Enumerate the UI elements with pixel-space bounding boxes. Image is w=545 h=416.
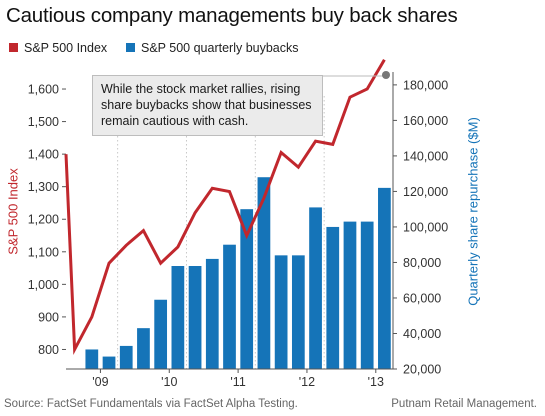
y-left-tick-label: 1,300 — [28, 180, 59, 194]
bar — [102, 356, 116, 369]
sp500-line — [64, 58, 386, 356]
y-right-tick-label: 100,000 — [403, 220, 448, 234]
bar — [137, 328, 150, 369]
x-tick-label: '10 — [161, 375, 177, 389]
y-right-tick-label: 160,000 — [403, 114, 448, 128]
y-right-tick-label: 20,000 — [403, 363, 441, 377]
x-tick-label: '11 — [230, 375, 245, 389]
y-right-tick-label: 180,000 — [403, 78, 448, 92]
y-right-tick-label: 120,000 — [403, 185, 448, 199]
legend-swatch-blue — [126, 43, 135, 52]
y-left-tick-label: 1,200 — [28, 213, 59, 227]
bar — [257, 177, 271, 369]
bar — [378, 187, 391, 369]
bar — [154, 299, 168, 369]
y-left-tick-label: 1,600 — [28, 83, 59, 97]
x-tick-label: '13 — [368, 375, 384, 389]
annotation-dot — [382, 71, 390, 79]
chart-title: Cautious company managements buy back sh… — [6, 4, 458, 27]
legend-item-buybacks: S&P 500 quarterly buybacks — [126, 41, 299, 55]
legend-item-sp500-index: S&P 500 Index — [9, 41, 107, 55]
legend-label-buybacks: S&P 500 quarterly buybacks — [141, 41, 299, 55]
bar — [291, 255, 305, 369]
y-left-tick-label: 800 — [38, 343, 59, 357]
source-note: Source: FactSet Fundamentals via FactSet… — [4, 398, 298, 410]
annotation-box: While the stock market rallies, rising s… — [92, 75, 323, 136]
y-right-tick-label: 40,000 — [403, 327, 441, 341]
bar — [85, 349, 99, 369]
y-right-tick-label: 80,000 — [403, 256, 441, 270]
y-right-tick-label: 140,000 — [403, 149, 448, 163]
bar — [205, 258, 219, 369]
y-left-tick-label: 1,500 — [28, 115, 59, 129]
bar — [309, 207, 322, 369]
y-left-tick-label: 1,000 — [28, 278, 59, 292]
y-right-tick-label: 60,000 — [403, 291, 441, 305]
y-axis-right-label: Quarterly share repurchase ($M) — [465, 117, 481, 306]
x-tick-label: '09 — [92, 375, 108, 389]
y-axis-left-label: S&P 500 Index — [5, 168, 21, 255]
legend-swatch-red — [9, 43, 18, 52]
credit-note: Putnam Retail Management. — [391, 398, 537, 410]
bar — [119, 345, 133, 369]
bar — [360, 221, 374, 369]
bar — [274, 255, 288, 369]
bar — [188, 266, 202, 369]
y-left-tick-label: 900 — [38, 310, 59, 324]
x-tick-label: '12 — [299, 375, 315, 389]
bar — [240, 209, 254, 369]
y-left-tick-label: 1,100 — [28, 245, 59, 259]
bar — [223, 244, 236, 369]
bar — [171, 266, 185, 369]
bar — [326, 226, 340, 369]
legend-label-sp500-index: S&P 500 Index — [24, 41, 108, 55]
y-left-tick-label: 1,400 — [28, 148, 59, 162]
bar — [343, 221, 357, 369]
